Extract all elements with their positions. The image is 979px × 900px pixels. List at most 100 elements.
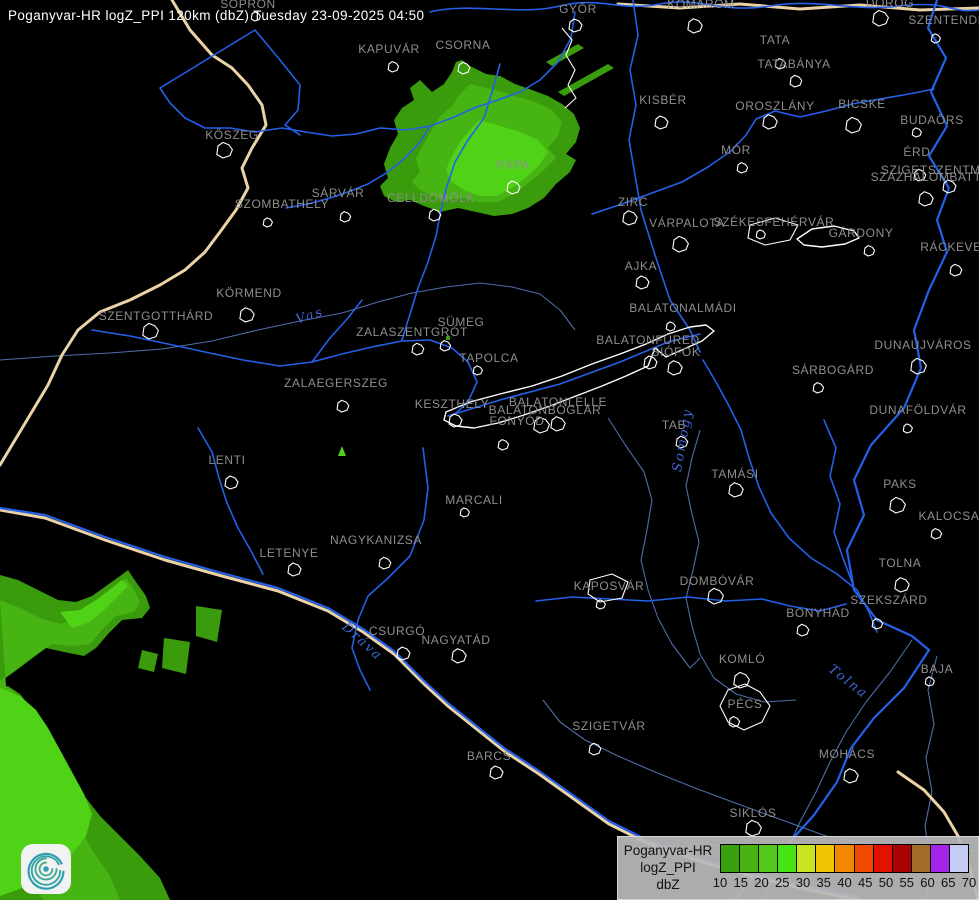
dbz-tick: 70 (961, 875, 977, 890)
town-outline (142, 322, 159, 340)
town-outline (930, 528, 943, 540)
town-outline (675, 435, 689, 449)
town-outline (672, 235, 689, 253)
colorbar-cell (778, 845, 798, 872)
colorbar-cell (873, 845, 893, 872)
town-outline (687, 18, 703, 34)
dbz-tick: 60 (920, 875, 935, 890)
town-outline (643, 355, 658, 370)
town-outline (774, 58, 787, 70)
dbz-tick: 55 (899, 875, 914, 890)
town-outline (396, 646, 411, 661)
town-outline (635, 275, 650, 290)
town-outline (489, 765, 504, 780)
town-outline (216, 141, 233, 159)
town-outline (736, 162, 749, 174)
town-outline (239, 307, 255, 323)
town-outline (387, 61, 400, 73)
town-outline (287, 562, 302, 577)
dbz-tick: 40 (837, 875, 852, 890)
town-outline (755, 229, 766, 240)
town-outline (336, 399, 350, 413)
town-outline (550, 416, 566, 432)
town-outline (910, 357, 927, 375)
radar-network-logo (21, 844, 71, 894)
town-outline (568, 18, 583, 33)
colorbar-cell (721, 845, 741, 872)
town-outline (588, 742, 602, 756)
radar-echo-layer (0, 44, 614, 900)
radar-image-title: Poganyvar-HR logZ_PPI 120km (dbZ) Tuesda… (8, 8, 425, 23)
town-outline (889, 496, 906, 514)
dbz-tick: 20 (754, 875, 769, 890)
town-outline (796, 623, 810, 637)
town-outline (911, 127, 922, 138)
town-outline (411, 342, 425, 356)
town-outline (224, 475, 239, 490)
town-outline (451, 648, 467, 664)
town-outline (448, 413, 463, 428)
town-outline (378, 556, 392, 570)
town-outline (533, 416, 550, 434)
colorbar-cell (797, 845, 817, 872)
colorbar-cell (911, 845, 931, 872)
dbz-tick: 10 (712, 875, 728, 890)
town-outline (902, 423, 913, 434)
town-outline (745, 819, 762, 837)
town-outline (667, 360, 683, 376)
town-outline (918, 191, 934, 207)
dbz-tick: 30 (795, 875, 811, 890)
colorbar-cell (854, 845, 874, 872)
colorbar-cell (816, 845, 836, 872)
colorbar-cell (930, 845, 950, 872)
town-outline (871, 618, 884, 630)
town-outline (845, 116, 862, 134)
colorbar-cell (835, 845, 855, 872)
lake-balaton-outline (443, 324, 715, 429)
dbz-tick: 15 (733, 875, 748, 890)
town-outline (843, 768, 859, 784)
town-outline (472, 365, 483, 376)
town-outline (459, 507, 470, 518)
legend-unit-label: dbZ (656, 877, 680, 892)
town-outline (942, 179, 957, 194)
dbz-tick-labels: 10 15 20 25 30 35 40 45 50 55 60 65 70 (713, 875, 976, 893)
town-outline (339, 211, 352, 223)
dbz-tick: 45 (858, 875, 873, 890)
lake-velence-outline (796, 225, 860, 248)
town-outline (250, 11, 261, 22)
town-outline (924, 676, 935, 687)
town-outline (654, 115, 669, 130)
town-outline (872, 9, 889, 27)
lake-layer (443, 225, 860, 429)
colorbar-cell (949, 845, 969, 872)
town-outline (863, 245, 876, 257)
dbz-tick: 65 (941, 875, 956, 890)
dbz-tick: 35 (816, 875, 831, 890)
dbz-tick: 50 (878, 875, 894, 890)
town-outline (762, 114, 778, 130)
town-outline (812, 382, 825, 394)
town-outline (707, 587, 724, 605)
town-outline (262, 217, 273, 228)
town-outline (728, 482, 744, 498)
town-outline (930, 33, 941, 44)
town-outline (894, 577, 910, 593)
town-outline (949, 263, 963, 277)
town-outline (595, 599, 606, 610)
colorbar-cell (892, 845, 912, 872)
town-outline (728, 716, 741, 728)
colorbar-cell (759, 845, 779, 872)
town-outline (497, 439, 510, 451)
spiral-logo-icon (27, 852, 65, 890)
town-outline (457, 61, 471, 75)
town-outline (733, 671, 750, 689)
town-outline (622, 210, 638, 226)
town-outline (506, 180, 521, 195)
dbz-colorbar (720, 844, 969, 873)
town-outline (913, 168, 927, 182)
legend-station-name: Poganyvar-HR (623, 843, 713, 858)
town-outline-layer (142, 9, 963, 837)
